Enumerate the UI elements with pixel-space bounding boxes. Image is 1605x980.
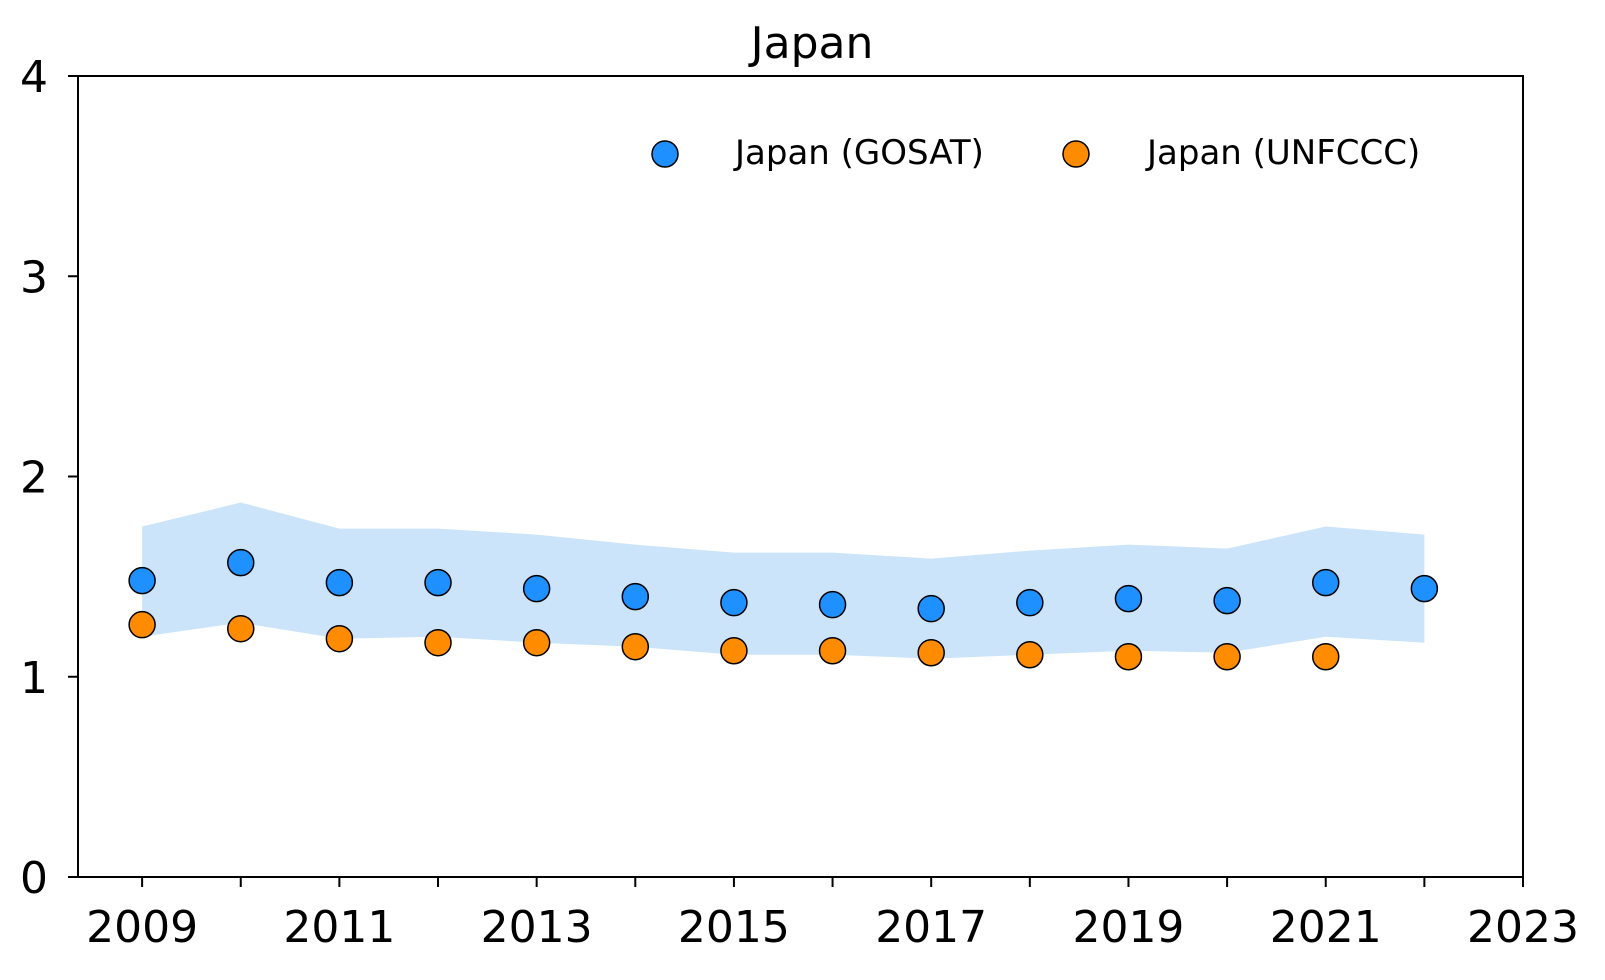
gosat-point bbox=[818, 590, 847, 619]
gosat-point bbox=[720, 588, 748, 617]
x-tick-label: 2009 bbox=[86, 902, 198, 953]
unfccc-point bbox=[818, 636, 847, 665]
x-tick-label: 2017 bbox=[875, 902, 987, 953]
axes-layer: 0 1 2 3 4 2009 2011 2013 2015 2017 2019 2021 2023 bbox=[20, 52, 1579, 953]
y-tick-label: 0 bbox=[20, 853, 48, 904]
gosat-point bbox=[128, 566, 156, 595]
y-tick-label: 3 bbox=[20, 252, 48, 303]
gosat-point bbox=[917, 594, 945, 623]
unfccc-point bbox=[1213, 642, 1241, 671]
unfccc-point bbox=[917, 638, 945, 667]
unfccc-point bbox=[1311, 642, 1340, 671]
y-tick-label: 4 bbox=[20, 52, 48, 103]
gosat-point bbox=[424, 568, 452, 597]
unfccc-point bbox=[720, 636, 748, 665]
x-tick-label: 2019 bbox=[1072, 902, 1184, 953]
legend-label-gosat: Japan (GOSAT) bbox=[733, 133, 984, 173]
x-tick-label: 2013 bbox=[481, 902, 593, 953]
gosat-point bbox=[1213, 586, 1241, 615]
legend-marker-gosat bbox=[651, 140, 679, 168]
chart-title: Japan bbox=[748, 18, 874, 69]
unfccc-point bbox=[522, 628, 551, 657]
y-tick-label: 2 bbox=[20, 453, 48, 504]
unfccc-point bbox=[325, 624, 354, 653]
unfccc-point bbox=[128, 610, 156, 639]
x-tick-label: 2021 bbox=[1270, 902, 1382, 953]
gosat-point bbox=[227, 548, 255, 577]
gosat-point bbox=[1114, 584, 1143, 613]
x-tick-label: 2011 bbox=[283, 902, 395, 953]
unfccc-point bbox=[424, 628, 452, 657]
gosat-point bbox=[621, 582, 650, 611]
gosat-point bbox=[1016, 588, 1044, 617]
gosat-point bbox=[1311, 568, 1340, 597]
legend: Japan (GOSAT) Japan (UNFCCC) bbox=[651, 133, 1420, 173]
data-points-layer bbox=[128, 548, 1439, 671]
x-tick-label: 2023 bbox=[1467, 902, 1579, 953]
unfccc-point bbox=[227, 614, 255, 643]
gosat-point bbox=[325, 568, 354, 597]
x-tick-label: 2015 bbox=[678, 902, 790, 953]
gosat-point bbox=[1410, 574, 1439, 603]
unfccc-point bbox=[1114, 642, 1143, 671]
unfccc-point bbox=[621, 632, 650, 661]
legend-label-unfccc: Japan (UNFCCC) bbox=[1145, 133, 1420, 173]
gosat-uncertainty-band bbox=[142, 502, 1425, 659]
plot-frame bbox=[77, 75, 1524, 878]
uncertainty-band-layer bbox=[142, 502, 1425, 659]
gosat-point bbox=[522, 574, 551, 603]
legend-marker-unfccc bbox=[1062, 140, 1090, 168]
unfccc-point bbox=[1016, 640, 1044, 669]
y-tick-label: 1 bbox=[20, 653, 48, 704]
